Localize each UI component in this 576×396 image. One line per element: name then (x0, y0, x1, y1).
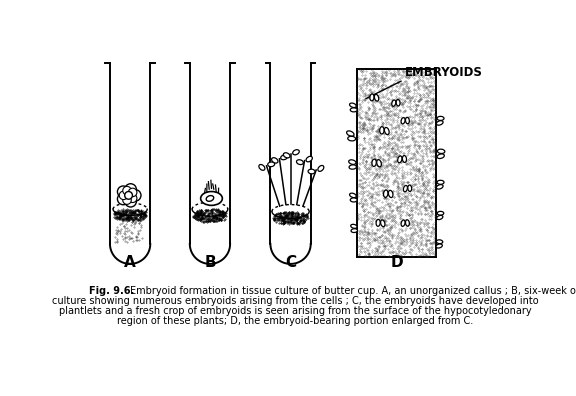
Ellipse shape (436, 244, 442, 248)
Ellipse shape (268, 162, 275, 167)
Ellipse shape (370, 94, 374, 101)
Ellipse shape (351, 224, 357, 228)
Ellipse shape (380, 127, 384, 134)
Circle shape (119, 191, 128, 200)
Ellipse shape (408, 185, 412, 192)
Ellipse shape (308, 169, 315, 174)
Ellipse shape (437, 215, 443, 220)
Ellipse shape (376, 219, 380, 226)
Text: Embryoid formation in tissue culture of butter cup. A, an unorganized callus ; B: Embryoid formation in tissue culture of … (130, 286, 576, 296)
Text: D: D (391, 255, 403, 270)
Text: A: A (124, 255, 136, 270)
Ellipse shape (437, 180, 444, 184)
Circle shape (123, 196, 131, 204)
Circle shape (123, 187, 131, 195)
Ellipse shape (350, 108, 357, 112)
Ellipse shape (374, 94, 379, 101)
Ellipse shape (401, 118, 405, 124)
Text: culture showing numerous embryoids arising from the cells ; C, the embryoids hav: culture showing numerous embryoids arisi… (52, 296, 539, 306)
Ellipse shape (350, 103, 357, 108)
Ellipse shape (348, 136, 355, 141)
Ellipse shape (401, 220, 405, 227)
Ellipse shape (200, 192, 222, 206)
Ellipse shape (377, 160, 381, 167)
Ellipse shape (318, 166, 324, 171)
Ellipse shape (348, 160, 356, 164)
Ellipse shape (272, 158, 278, 163)
Ellipse shape (384, 128, 389, 135)
Ellipse shape (384, 190, 388, 197)
Ellipse shape (297, 160, 304, 165)
Ellipse shape (437, 149, 445, 154)
Ellipse shape (397, 156, 402, 163)
Ellipse shape (349, 165, 357, 169)
Ellipse shape (259, 164, 265, 170)
Ellipse shape (206, 196, 214, 201)
Ellipse shape (436, 240, 443, 244)
Circle shape (125, 184, 137, 195)
Ellipse shape (347, 131, 354, 136)
Ellipse shape (437, 116, 444, 120)
Circle shape (118, 186, 129, 198)
Ellipse shape (437, 154, 444, 158)
Circle shape (118, 193, 129, 205)
Circle shape (128, 188, 137, 197)
Ellipse shape (406, 220, 410, 226)
Text: C: C (285, 255, 296, 270)
Ellipse shape (293, 150, 300, 155)
Ellipse shape (381, 220, 385, 227)
Ellipse shape (388, 190, 393, 198)
Ellipse shape (437, 185, 443, 189)
Circle shape (130, 190, 141, 201)
Text: EMBRYOIDS: EMBRYOIDS (406, 66, 483, 79)
Ellipse shape (437, 121, 443, 125)
Ellipse shape (350, 198, 357, 202)
Ellipse shape (281, 155, 287, 160)
Ellipse shape (406, 117, 410, 124)
Ellipse shape (403, 156, 407, 162)
Ellipse shape (403, 185, 407, 192)
Text: B: B (204, 255, 216, 270)
Text: region of these plants; D, the embryoid-bearing portion enlarged from C.: region of these plants; D, the embryoid-… (117, 316, 473, 326)
Ellipse shape (392, 100, 396, 106)
Circle shape (124, 192, 132, 199)
Text: plantlets and a fresh crop of embryoids is seen arising from the surface of the : plantlets and a fresh crop of embryoids … (59, 306, 532, 316)
Ellipse shape (350, 193, 357, 198)
Ellipse shape (372, 159, 376, 166)
Ellipse shape (351, 229, 358, 232)
Circle shape (128, 194, 137, 202)
Ellipse shape (396, 99, 400, 106)
Circle shape (125, 196, 137, 207)
Text: Fig. 9.6.: Fig. 9.6. (89, 286, 134, 296)
Ellipse shape (283, 153, 290, 158)
Ellipse shape (306, 156, 312, 162)
Ellipse shape (437, 211, 444, 215)
